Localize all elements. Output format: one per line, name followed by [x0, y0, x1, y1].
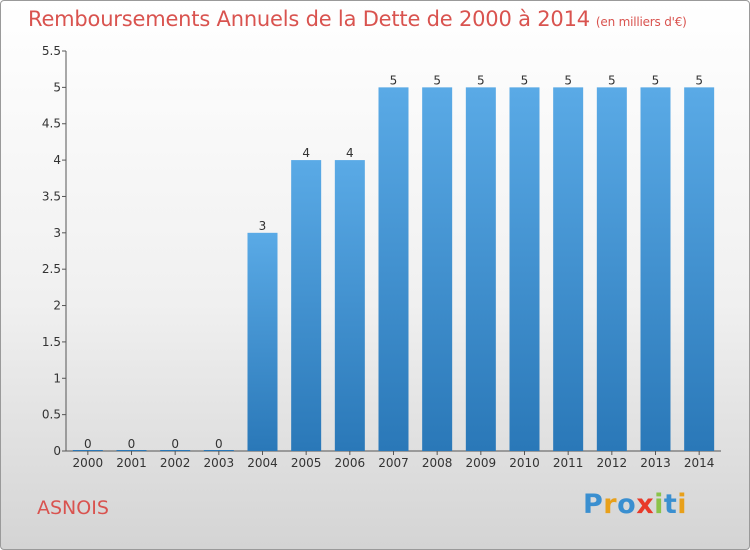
x-tick-label: 2004 [247, 456, 278, 470]
bar [72, 450, 103, 451]
logo-letter: x [636, 489, 655, 520]
bar [160, 450, 191, 451]
x-tick-label: 2011 [553, 456, 584, 470]
chart-labels: 0 0 0 0 3 4 4 5 5 5 5 5 5 5 5 [84, 73, 703, 451]
x-tick-label: 2001 [116, 456, 147, 470]
x-tick-label: 2007 [378, 456, 409, 470]
y-tick-label: 0 [53, 444, 61, 458]
x-tick-label: 2014 [684, 456, 715, 470]
bar [247, 232, 278, 451]
bar [596, 87, 627, 451]
y-tick-label: 2.5 [42, 262, 61, 276]
bar-value-label: 0 [215, 437, 223, 451]
chart-bars [72, 87, 715, 451]
bar [378, 87, 409, 451]
bar-value-label: 4 [302, 146, 310, 160]
x-tick-label: 2013 [640, 456, 671, 470]
bar [291, 160, 322, 451]
bar [116, 450, 147, 451]
y-tick-label: 3.5 [42, 189, 61, 203]
bar-value-label: 4 [346, 146, 354, 160]
y-tick-label: 1 [53, 371, 61, 385]
bar-value-label: 5 [652, 73, 660, 87]
bar-value-label: 0 [84, 437, 92, 451]
y-tick-label: 0.5 [42, 408, 61, 422]
bar [684, 87, 715, 451]
bar-value-label: 5 [521, 73, 529, 87]
chart-axes: 0 0.5 1 1.5 2 2.5 3 3.5 4 4.5 5 5.5 2000 2001 2002 2003… [42, 44, 721, 470]
x-tick-label: 2003 [204, 456, 235, 470]
logo-letter: i [654, 489, 664, 520]
bar-value-label: 5 [390, 73, 398, 87]
bar [203, 450, 234, 451]
logo-letter: o [617, 489, 637, 520]
bar [422, 87, 453, 451]
x-tick-label: 2000 [73, 456, 104, 470]
bar [553, 87, 584, 451]
chart-unit: (en milliers d'€) [595, 15, 687, 29]
bar-value-label: 0 [128, 437, 136, 451]
y-tick-label: 3 [53, 226, 61, 240]
proxiti-logo: Proxiti [583, 489, 687, 520]
commune-name: ASNOIS [37, 497, 109, 519]
x-tick-label: 2009 [466, 456, 497, 470]
y-tick-label: 5.5 [42, 44, 61, 58]
logo-letter: r [603, 489, 618, 520]
x-tick-label: 2006 [335, 456, 366, 470]
bar-value-label: 5 [608, 73, 616, 87]
x-tick-label: 2002 [160, 456, 191, 470]
y-tick-label: 4.5 [42, 117, 61, 131]
y-tick-label: 5 [53, 80, 61, 94]
logo-letter: P [583, 489, 604, 520]
bar-value-label: 5 [695, 73, 703, 87]
bar-value-label: 0 [171, 437, 179, 451]
y-tick-label: 2 [53, 299, 61, 313]
logo-letter: i [677, 489, 688, 520]
x-tick-label: 2012 [597, 456, 628, 470]
bar-value-label: 5 [433, 73, 441, 87]
bar [509, 87, 540, 451]
chart-title: Remboursements Annuels de la Dette de 20… [28, 7, 687, 31]
bar-value-label: 3 [259, 219, 267, 233]
logo-letter: t [663, 489, 678, 520]
x-tick-label: 2005 [291, 456, 322, 470]
bar [640, 87, 671, 451]
bar-value-label: 5 [564, 73, 572, 87]
y-tick-label: 1.5 [42, 335, 61, 349]
x-tick-label: 2008 [422, 456, 453, 470]
x-tick-label: 2010 [509, 456, 540, 470]
y-tick-label: 4 [53, 153, 61, 167]
chart-title-text: Remboursements Annuels de la Dette de 20… [28, 7, 590, 31]
bar [465, 87, 496, 451]
bar-value-label: 5 [477, 73, 485, 87]
bar [334, 160, 365, 451]
